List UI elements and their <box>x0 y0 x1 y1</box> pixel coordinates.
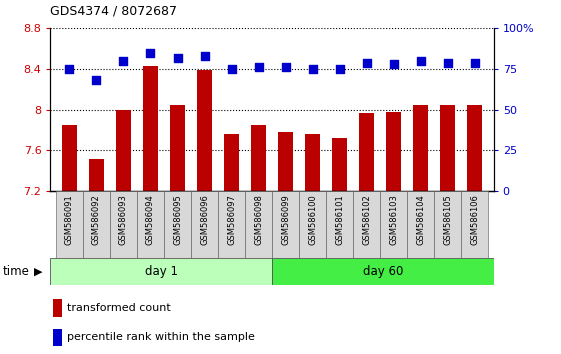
Text: GSM586092: GSM586092 <box>92 195 101 245</box>
Text: GSM586097: GSM586097 <box>227 195 236 245</box>
Bar <box>56 191 83 258</box>
Bar <box>461 191 488 258</box>
Point <box>254 64 263 70</box>
Point <box>200 53 209 59</box>
Text: GSM586105: GSM586105 <box>443 195 452 245</box>
Bar <box>278 132 293 191</box>
Bar <box>137 191 164 258</box>
Bar <box>83 191 110 258</box>
Text: GSM586093: GSM586093 <box>119 195 128 245</box>
Bar <box>299 191 326 258</box>
Bar <box>53 299 62 317</box>
Text: GSM586101: GSM586101 <box>335 195 344 245</box>
Bar <box>224 134 239 191</box>
Bar <box>272 258 494 285</box>
Text: percentile rank within the sample: percentile rank within the sample <box>67 332 255 342</box>
Point <box>146 50 155 56</box>
Point <box>92 78 101 83</box>
Text: time: time <box>3 265 30 278</box>
Text: GSM586102: GSM586102 <box>362 195 371 245</box>
Text: day 60: day 60 <box>363 265 403 278</box>
Point <box>416 58 425 64</box>
Point <box>281 64 290 70</box>
Bar <box>434 191 461 258</box>
Bar <box>116 110 131 191</box>
Bar <box>245 191 272 258</box>
Bar <box>62 125 77 191</box>
Text: GSM586099: GSM586099 <box>281 195 290 245</box>
Point <box>335 66 344 72</box>
Text: GSM586091: GSM586091 <box>65 195 74 245</box>
Point <box>470 60 479 65</box>
Bar <box>467 105 482 191</box>
Text: transformed count: transformed count <box>67 303 171 313</box>
Bar <box>272 191 299 258</box>
Bar <box>218 191 245 258</box>
Bar <box>359 113 374 191</box>
Text: day 1: day 1 <box>145 265 178 278</box>
Text: GSM586095: GSM586095 <box>173 195 182 245</box>
Text: GSM586106: GSM586106 <box>470 195 479 245</box>
Bar <box>191 191 218 258</box>
Text: GSM586103: GSM586103 <box>389 195 398 245</box>
Point <box>227 66 236 72</box>
Point <box>389 61 398 67</box>
Point <box>173 55 182 61</box>
Point <box>362 60 371 65</box>
Bar <box>332 138 347 191</box>
Point <box>65 66 74 72</box>
Bar <box>50 258 272 285</box>
Bar <box>380 191 407 258</box>
Point <box>308 66 317 72</box>
Bar <box>326 191 353 258</box>
Bar <box>143 66 158 191</box>
Bar <box>387 112 401 191</box>
Point <box>443 60 452 65</box>
Text: GSM586104: GSM586104 <box>416 195 425 245</box>
Bar <box>53 329 62 346</box>
Bar <box>353 191 380 258</box>
Bar <box>251 125 266 191</box>
Bar <box>170 105 185 191</box>
Text: GSM586098: GSM586098 <box>254 195 263 245</box>
Bar <box>89 159 104 191</box>
Bar <box>407 191 434 258</box>
Text: GDS4374 / 8072687: GDS4374 / 8072687 <box>50 5 177 18</box>
Bar <box>197 70 212 191</box>
Text: GSM586100: GSM586100 <box>308 195 317 245</box>
Bar <box>110 191 137 258</box>
Point <box>119 58 128 64</box>
Text: GSM586094: GSM586094 <box>146 195 155 245</box>
Bar <box>440 105 455 191</box>
Text: GSM586096: GSM586096 <box>200 195 209 245</box>
Text: ▶: ▶ <box>34 267 43 277</box>
Bar <box>413 105 428 191</box>
Bar <box>164 191 191 258</box>
Bar <box>305 134 320 191</box>
